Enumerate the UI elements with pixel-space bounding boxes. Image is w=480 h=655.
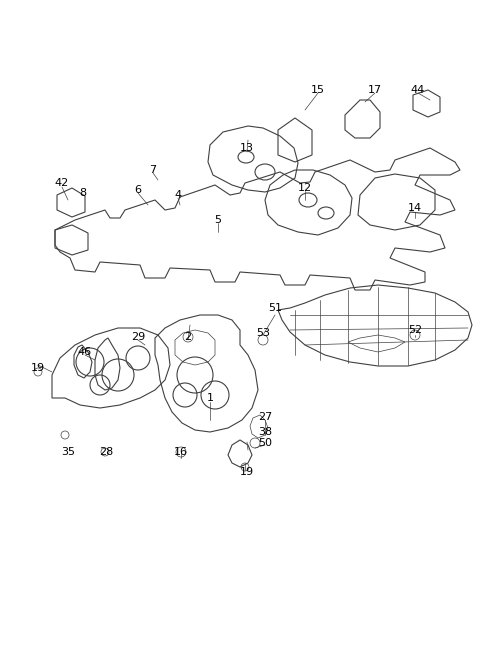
Text: 19: 19: [31, 363, 45, 373]
Text: 50: 50: [258, 438, 272, 448]
Text: 6: 6: [134, 185, 142, 195]
Text: 29: 29: [131, 332, 145, 342]
Text: 44: 44: [411, 85, 425, 95]
Text: 15: 15: [311, 85, 325, 95]
Text: 42: 42: [55, 178, 69, 188]
Text: 38: 38: [258, 427, 272, 437]
Text: 16: 16: [174, 447, 188, 457]
Text: 4: 4: [174, 190, 181, 200]
Text: 7: 7: [149, 165, 156, 175]
Text: 35: 35: [61, 447, 75, 457]
Text: 53: 53: [256, 328, 270, 338]
Text: 5: 5: [215, 215, 221, 225]
Text: 13: 13: [240, 143, 254, 153]
Text: 51: 51: [268, 303, 282, 313]
Text: 52: 52: [408, 325, 422, 335]
Text: 17: 17: [368, 85, 382, 95]
Text: 27: 27: [258, 412, 272, 422]
Text: 28: 28: [99, 447, 113, 457]
Text: 46: 46: [78, 347, 92, 357]
Text: 8: 8: [79, 188, 86, 198]
Text: 2: 2: [184, 332, 192, 342]
Text: 12: 12: [298, 183, 312, 193]
Text: 1: 1: [206, 393, 214, 403]
Text: 19: 19: [240, 467, 254, 477]
Text: 14: 14: [408, 203, 422, 213]
